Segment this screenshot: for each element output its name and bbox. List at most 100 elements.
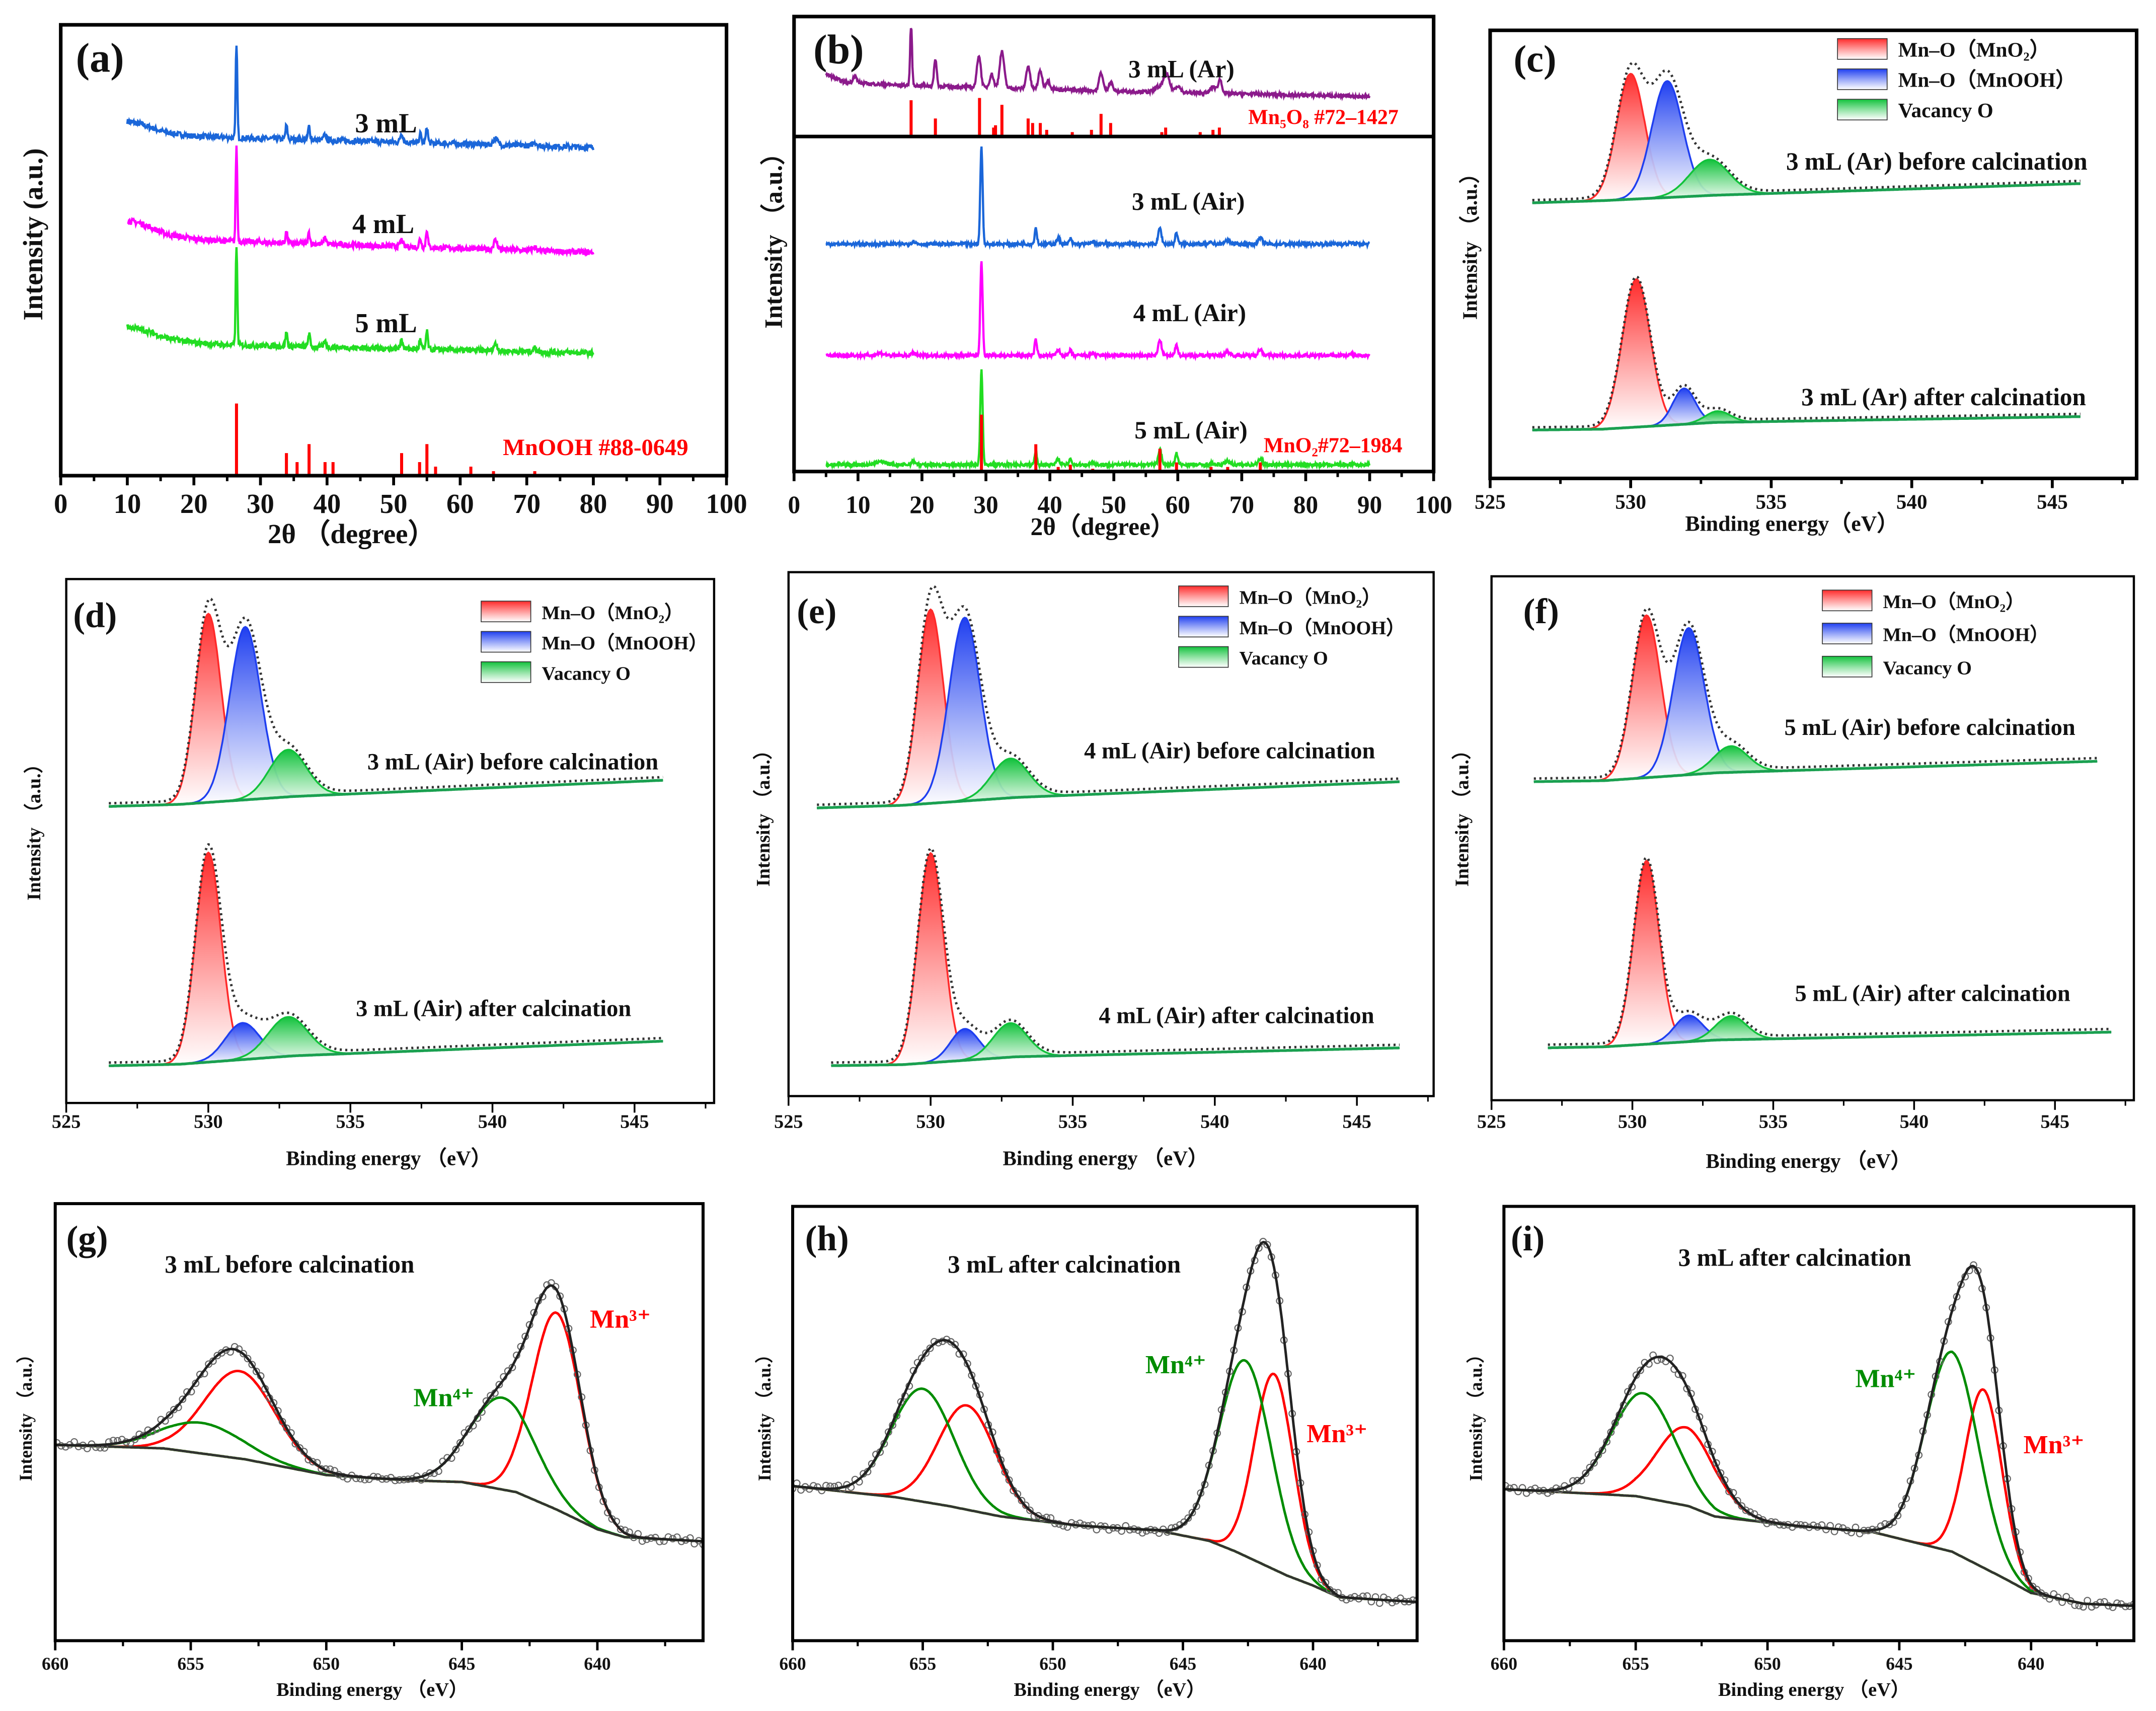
x-tick-label: 645 [1170, 1654, 1196, 1674]
legend-item: Mn–O（MnOOH） [1178, 616, 1406, 639]
legend-item: Mn–O（MnO₂） [1822, 589, 2025, 613]
x-axis: 660 655 650 645 640 [779, 1641, 1379, 1674]
component-fill [1548, 861, 2112, 1048]
component-curve [1504, 1351, 2134, 1607]
raw-data-point [495, 1381, 503, 1389]
panel-f: 525 530 535 540 545 Binding energy （eV） Intens… [1451, 575, 2135, 1172]
x-axis: 660 655 650 645 640 [42, 1641, 666, 1674]
legend-swatch [1837, 68, 1888, 90]
xrd-curve-5-ml-air- [825, 369, 1371, 471]
raw-data-point [1067, 1519, 1075, 1527]
legend-label: Mn–O（MnO₂） [1239, 587, 1381, 609]
envelope-curve [1533, 607, 2098, 780]
raw-data-point [170, 1405, 178, 1414]
legend-swatch [481, 631, 531, 653]
component-fill [1533, 615, 2098, 782]
reference-pattern [235, 403, 536, 476]
panel-letter: (e) [797, 592, 836, 631]
raw-data-point [296, 1444, 304, 1452]
raw-data-point [699, 1540, 704, 1548]
raw-data-point [926, 1344, 934, 1352]
component-fill [1548, 1015, 2112, 1048]
x-tick-label: 645 [1886, 1654, 1912, 1674]
x-tick-label: 30 [973, 491, 998, 518]
raw-data-point [918, 1354, 926, 1362]
plot-area [126, 45, 595, 476]
raw-data-point [339, 1472, 347, 1480]
panel-h: 660 655 650 645 640 Binding energy （eV） Intens… [754, 1205, 1419, 1700]
reference-label: MnOOH #88-0649 [503, 435, 688, 461]
component-fill [109, 852, 663, 1066]
x-tick-label: 655 [1622, 1654, 1649, 1674]
legend-label: Mn–O（MnOOH） [1883, 624, 2049, 646]
x-tick-label: 530 [1618, 1111, 1647, 1132]
plot-frame [65, 578, 716, 1104]
x-tick-label: 535 [336, 1111, 365, 1132]
plot-area [109, 597, 663, 1067]
group-label: 4 mL (Air) after calcination [1099, 1003, 1374, 1028]
panel-c: 525 530 535 540 545 Binding energy（eV） Intensi… [1458, 28, 2139, 536]
xps-group [109, 843, 663, 1067]
group-label: 3 mL (Ar) after calcination [1801, 383, 2086, 411]
component-curve [55, 1396, 704, 1543]
raw-data-point [1788, 1523, 1796, 1531]
x-tick-label: 0 [54, 488, 67, 519]
background-line [1533, 760, 2098, 783]
component-fill [1532, 81, 2081, 203]
legend-label: Mn–O（MnO₂） [1898, 38, 2050, 61]
raw-data-point [1885, 1521, 1893, 1529]
x-axis: 660 655 650 645 640 [1491, 1641, 2098, 1674]
x-axis-label: Binding energy （eV） [286, 1146, 492, 1169]
x-tick-label: 90 [646, 488, 674, 519]
x-tick-label: 20 [180, 488, 208, 519]
xps-group [817, 584, 1400, 809]
background-line [1532, 182, 2081, 204]
raw-data-point [244, 1355, 252, 1363]
raw-data-point [1970, 1261, 1977, 1269]
group-label: 3 mL (Air) before calcination [367, 749, 658, 775]
raw-data-point [617, 1525, 625, 1533]
xps-group [831, 846, 1400, 1067]
group-label: 3 mL (Ar) before calcination [1786, 147, 2088, 175]
series-label: 5 mL (Air) [1134, 416, 1248, 444]
legend-label: Mn–O（MnOOH） [542, 632, 708, 654]
panel-e: 525 530 535 540 545 Binding energy （eV） Intens… [752, 571, 1435, 1169]
x-tick-label: 530 [916, 1111, 945, 1132]
panel-title: 3 mL before calcination [165, 1250, 414, 1278]
legend-swatch [1178, 585, 1229, 607]
legend-label: Vacancy O [1239, 648, 1328, 669]
xrd-curve-5-ml [126, 247, 594, 360]
legend-swatch [1822, 655, 1873, 678]
reference-label: MnO₂#72–1984 [1264, 434, 1403, 457]
xps-group [1548, 856, 2112, 1050]
plot-frame [791, 1205, 1419, 1643]
x-tick-label: 540 [1200, 1111, 1229, 1132]
xps-group [1533, 607, 2098, 783]
plot-area [1504, 1261, 2134, 1611]
raw-data-point [309, 1458, 317, 1466]
plot-frame [59, 23, 729, 478]
x-tick-label: 650 [313, 1654, 340, 1674]
y-axis-label: Intensity （a.u.） [1451, 740, 1473, 887]
raw-data-point [283, 1424, 290, 1432]
legend-label: Mn–O（MnOOH） [1898, 68, 2076, 92]
x-tick-label: 525 [774, 1111, 803, 1132]
x-tick-label: 525 [1475, 490, 1506, 513]
x-tick-label: 660 [42, 1654, 68, 1674]
panel-title: 3 mL after calcination [948, 1250, 1181, 1278]
raw-data-point [487, 1392, 495, 1400]
reference-pattern [909, 98, 1221, 137]
peak-label: Mn³⁺ [2024, 1431, 2085, 1459]
xrd-curve-3-ml-ar- [825, 28, 1371, 102]
x-axis-label: 2θ （degree） [268, 518, 435, 549]
x-tick-label: 540 [1896, 490, 1928, 513]
plot-area [793, 1238, 1417, 1607]
legend-label: Vacancy O [542, 663, 631, 684]
plot-area [817, 584, 1400, 1067]
legend-swatch [481, 601, 531, 623]
plot-frame [1490, 575, 2135, 1101]
envelope-curve [109, 597, 663, 805]
envelope-curve [1548, 856, 2112, 1046]
plot-area [1533, 607, 2112, 1050]
